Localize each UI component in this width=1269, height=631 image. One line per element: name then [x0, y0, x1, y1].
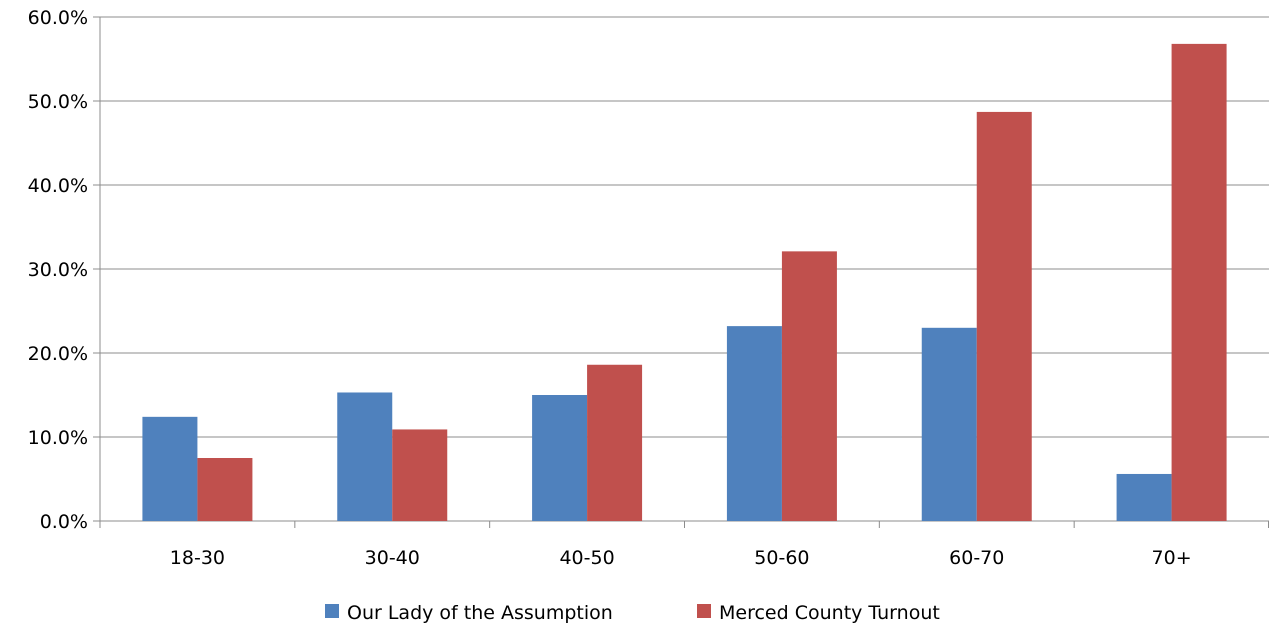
x-tick-label: 30-40 — [365, 547, 420, 569]
legend-swatch — [325, 604, 339, 618]
y-tick-label: 10.0% — [28, 427, 88, 449]
gridlines — [100, 16, 1269, 438]
tick-labels: 0.0% 10.0% 20.0% 30.0% 40.0% 50.0% 60.0% 18-30 3… — [28, 7, 1192, 569]
x-tick-label: 50-60 — [754, 547, 809, 569]
y-tick-label: 0.0% — [40, 511, 88, 533]
bar-our-lady-30-40 — [337, 392, 393, 521]
y-tick-label: 30.0% — [28, 259, 88, 281]
y-tick-label: 60.0% — [28, 7, 88, 29]
bar-merced-county-18-30 — [197, 458, 253, 521]
legend-swatch — [697, 604, 711, 618]
bar-our-lady-50-60 — [726, 326, 782, 521]
y-tick-label: 50.0% — [28, 91, 88, 113]
bar-our-lady-60-70 — [921, 327, 977, 521]
legend-label: Our Lady of the Assumption — [347, 602, 613, 624]
bar-our-lady-70+ — [1116, 473, 1172, 521]
x-tick-label: 40-50 — [559, 547, 614, 569]
x-tick-label: 60-70 — [949, 547, 1004, 569]
bar-merced-county-40-50 — [587, 364, 643, 521]
bar-our-lady-18-30 — [142, 416, 198, 521]
legend: Our Lady of the Assumption Merced County … — [325, 602, 940, 624]
bar-merced-county-30-40 — [392, 429, 448, 521]
x-tick-label: 18-30 — [170, 547, 225, 569]
x-tick-label: 70+ — [1152, 547, 1192, 569]
y-tick-label: 20.0% — [28, 343, 88, 365]
y-tick-label: 40.0% — [28, 175, 88, 197]
bar-merced-county-50-60 — [781, 251, 837, 522]
bar-merced-county-60-70 — [976, 111, 1032, 522]
bar-our-lady-40-50 — [532, 395, 588, 521]
bars — [142, 43, 1227, 522]
legend-label: Merced County Turnout — [719, 602, 940, 624]
axes — [93, 16, 1269, 528]
bar-merced-county-70+ — [1171, 43, 1227, 521]
